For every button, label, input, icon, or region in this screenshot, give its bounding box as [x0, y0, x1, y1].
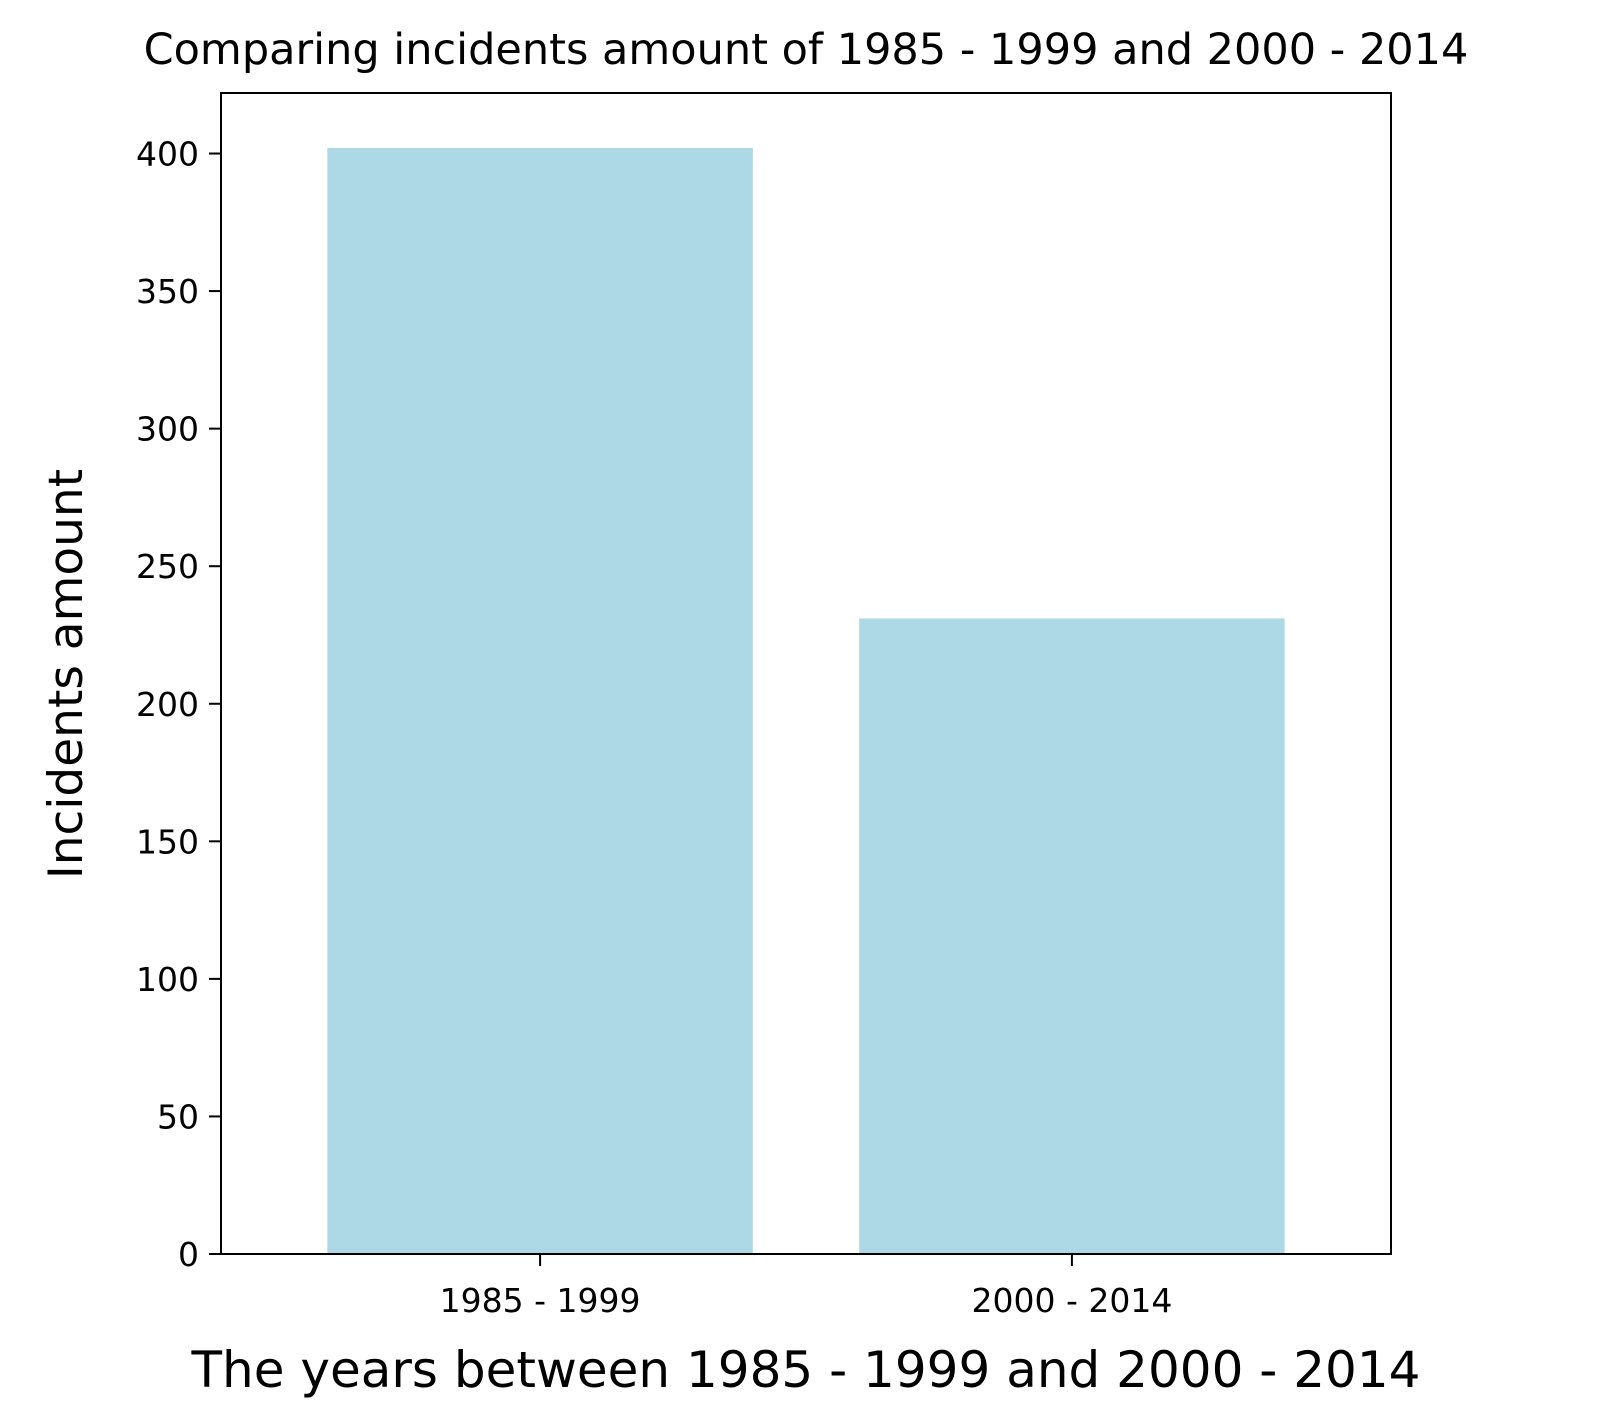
bars	[327, 148, 1285, 1255]
y-tick-label: 100	[136, 960, 199, 999]
y-tick-label: 50	[157, 1097, 199, 1136]
y-tick-label: 400	[136, 135, 199, 174]
y-axis-label: Incidents amount	[39, 469, 94, 879]
y-tick-label: 150	[136, 822, 199, 861]
x-tick-label: 1985 - 1999	[440, 1281, 641, 1320]
y-tick-label: 250	[136, 547, 199, 586]
y-tick-label: 350	[136, 272, 199, 311]
plot-area: 0 50 100 150 200 250 300 350 400 1985 - 1999 2000…	[136, 92, 1392, 1320]
y-tick-label: 300	[136, 410, 199, 449]
y-axis-ticks: 0 50 100 150 200 250 300 350 400	[136, 135, 221, 1274]
y-tick-label: 0	[178, 1235, 199, 1274]
x-tick-label: 2000 - 2014	[971, 1281, 1172, 1320]
bar-1	[859, 618, 1285, 1254]
x-axis-label: The years between 1985 - 1999 and 2000 -…	[191, 1341, 1421, 1399]
axes-frame	[220, 92, 1392, 1255]
bar-0	[327, 148, 753, 1255]
x-axis-ticks: 1985 - 1999 2000 - 2014	[440, 1254, 1172, 1320]
y-tick-label: 200	[136, 685, 199, 724]
chart-title: Comparing incidents amount of 1985 - 199…	[144, 25, 1469, 75]
